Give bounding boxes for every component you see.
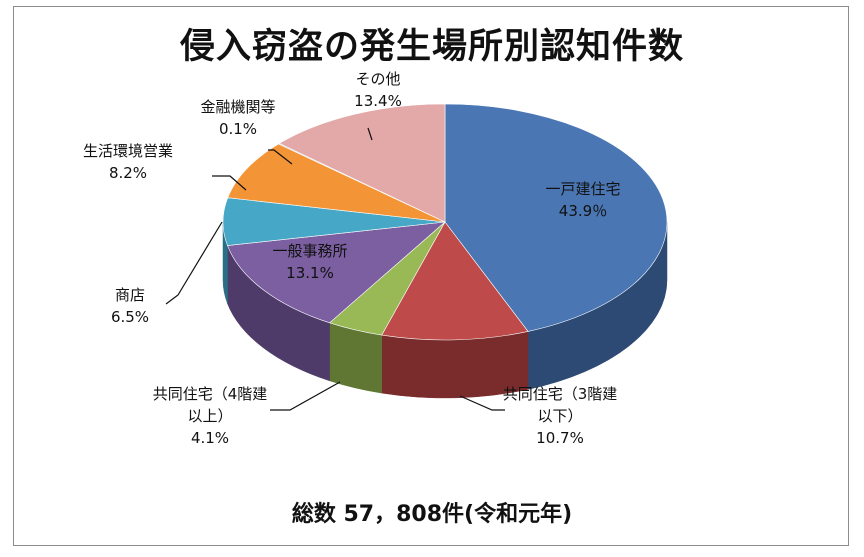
pie-slice-5 bbox=[227, 143, 446, 223]
pie-slice-7 bbox=[278, 103, 446, 223]
total-count: 総数 57，808件(令和元年) bbox=[291, 502, 573, 527]
slice-label-5-line-0: 生活環境営業 bbox=[83, 142, 173, 160]
slice-label-6-line-1: 0.1% bbox=[219, 120, 257, 138]
slice-labels: 一戸建住宅 43.9％ 共同住宅（3階建以下） 10.7% 共同住宅（4階建以上） 4.1… bbox=[83, 70, 621, 447]
pie-sides bbox=[222, 221, 668, 399]
slice-label-2: 共同住宅（4階建以上） 4.1% bbox=[153, 385, 268, 447]
pie-slices bbox=[222, 103, 668, 341]
slice-label-4-line-1: 6.5% bbox=[111, 308, 149, 326]
slice-label-5-line-1: 8.2% bbox=[109, 164, 147, 182]
slice-label-0-line-1: 43.9％ bbox=[559, 202, 607, 220]
pie-slice-1 bbox=[381, 221, 529, 341]
slice-label-1-line-2: 10.7% bbox=[536, 429, 584, 447]
slice-label-3-line-1: 13.1% bbox=[286, 264, 334, 282]
slice-label-6-line-0: 金融機関等 bbox=[200, 98, 275, 116]
slice-label-0-line-0: 一戸建住宅 bbox=[545, 180, 620, 198]
slice-label-7-line-1: 13.4% bbox=[354, 92, 402, 110]
leader-line-1 bbox=[459, 395, 505, 411]
slice-label-7-line-0: その他 bbox=[355, 70, 400, 88]
slice-label-3: 一般事務所 13.1% bbox=[272, 242, 347, 282]
leader-lines bbox=[165, 127, 505, 411]
slice-label-4: 商店 6.5% bbox=[111, 286, 149, 326]
slice-label-1-line-1: 以下） bbox=[537, 407, 582, 425]
slice-label-4-line-0: 商店 bbox=[115, 286, 145, 304]
slice-label-1-line-0: 共同住宅（3階建 bbox=[503, 385, 618, 403]
leader-line-5 bbox=[212, 175, 247, 191]
pie-slice-0 bbox=[444, 103, 668, 332]
slice-label-7: その他 13.4% bbox=[354, 70, 402, 110]
slice-label-3-line-0: 一般事務所 bbox=[272, 242, 347, 260]
slice-label-1: 共同住宅（3階建以下） 10.7% bbox=[503, 385, 618, 447]
leader-line-2 bbox=[270, 381, 341, 411]
pie-slice-3 bbox=[227, 221, 446, 324]
slice-label-5: 生活環境営業 8.2% bbox=[83, 142, 173, 182]
leader-line-7 bbox=[367, 127, 373, 141]
chart-title: 侵入窃盗の発生場所別認知件数 bbox=[179, 27, 684, 67]
slice-label-2-line-2: 4.1% bbox=[191, 429, 229, 447]
leader-line-6 bbox=[268, 149, 293, 165]
slice-label-2-line-1: 以上） bbox=[187, 407, 232, 425]
slice-label-0: 一戸建住宅 43.9％ bbox=[545, 180, 620, 220]
leader-line-4 bbox=[165, 221, 223, 305]
slice-label-2-line-0: 共同住宅（4階建 bbox=[153, 385, 268, 403]
slice-label-6: 金融機関等 0.1% bbox=[200, 98, 275, 138]
